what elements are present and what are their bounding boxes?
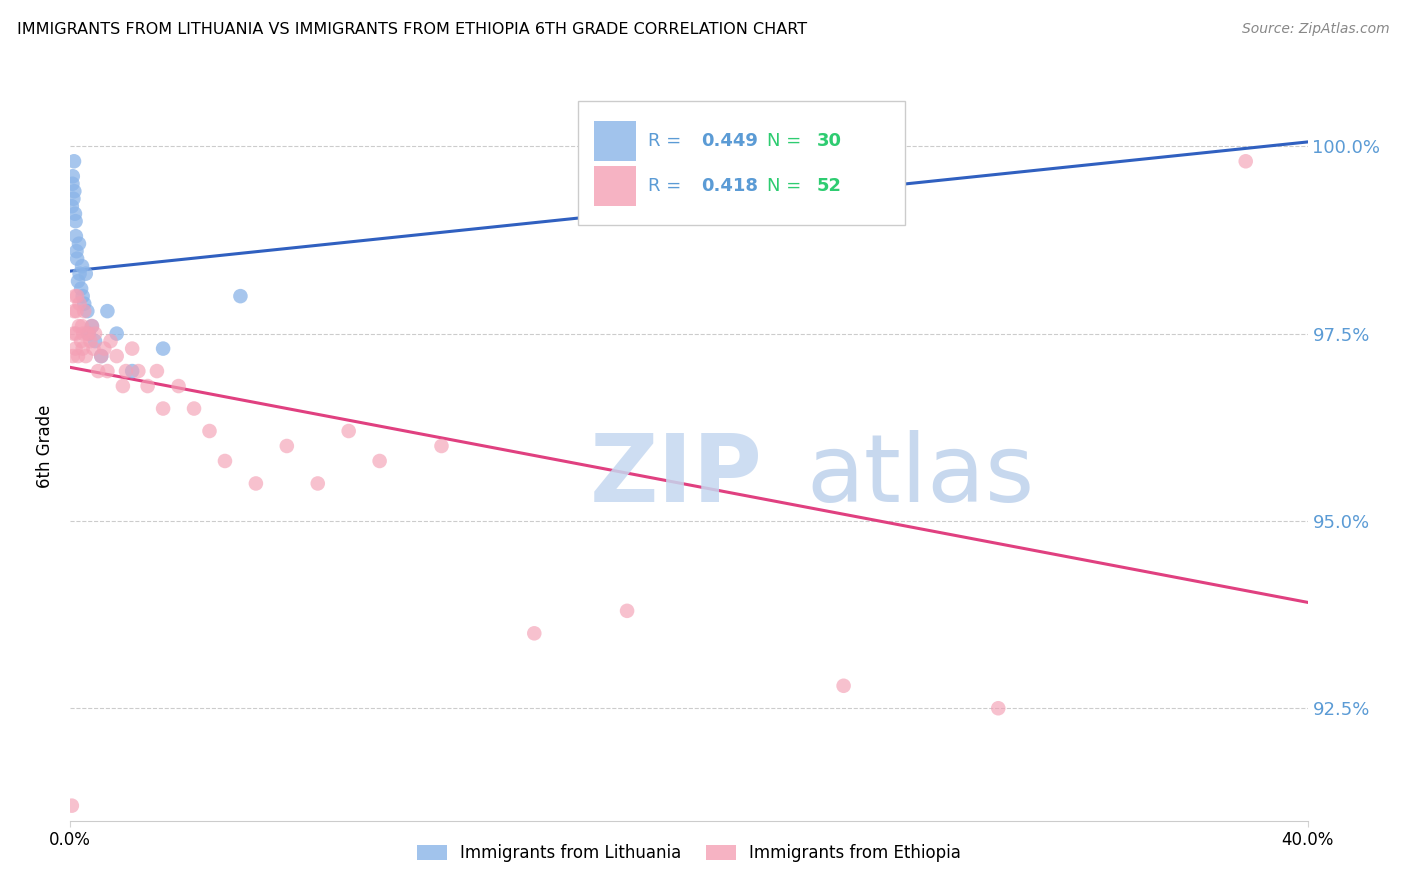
Point [63, 154, 86, 169]
Point [136, 379, 159, 393]
Point [72, 342, 94, 356]
Text: atlas: atlas [807, 430, 1035, 522]
Point [67, 319, 90, 334]
Point [276, 439, 298, 453]
Point [63, 304, 86, 318]
Text: IMMIGRANTS FROM LITHUANIA VS IMMIGRANTS FROM ETHIOPIA 6TH GRADE CORRELATION CHAR: IMMIGRANTS FROM LITHUANIA VS IMMIGRANTS … [17, 22, 807, 37]
Point [65, 229, 87, 244]
Point [167, 379, 190, 393]
Point [307, 476, 329, 491]
Point [60, 798, 83, 813]
Y-axis label: 6th Grade: 6th Grade [37, 404, 55, 488]
Point [69, 267, 91, 281]
Point [66, 289, 89, 303]
Point [79, 334, 101, 348]
Point [245, 476, 267, 491]
Point [60, 199, 83, 213]
Legend: Immigrants from Lithuania, Immigrants from Ethiopia: Immigrants from Lithuania, Immigrants fr… [411, 838, 967, 869]
Text: R =: R = [648, 132, 688, 150]
Point [229, 289, 252, 303]
Point [65, 342, 87, 356]
Text: 0.418: 0.418 [702, 177, 758, 195]
Point [100, 334, 122, 348]
Text: 0.449: 0.449 [702, 132, 758, 150]
FancyBboxPatch shape [593, 166, 636, 206]
Point [430, 439, 453, 453]
Point [198, 424, 221, 438]
Point [111, 379, 134, 393]
Point [96, 364, 118, 378]
Point [987, 701, 1010, 715]
Point [72, 289, 94, 303]
Point [105, 349, 128, 363]
Point [77, 326, 100, 341]
Point [72, 326, 94, 341]
Point [600, 146, 623, 161]
Point [65, 304, 87, 318]
Point [62, 349, 84, 363]
Text: N =: N = [766, 177, 807, 195]
Point [121, 342, 143, 356]
Point [62, 326, 84, 341]
Point [70, 334, 93, 348]
Text: N =: N = [766, 132, 807, 150]
Point [368, 454, 391, 468]
Point [183, 401, 205, 416]
Point [63, 184, 86, 198]
Point [73, 304, 96, 318]
Point [63, 207, 86, 221]
Text: R =: R = [648, 177, 688, 195]
Point [70, 282, 93, 296]
Text: 52: 52 [817, 177, 841, 195]
Text: ZIP: ZIP [591, 430, 763, 522]
Point [84, 326, 107, 341]
Point [76, 304, 98, 318]
Point [62, 192, 84, 206]
Point [152, 401, 174, 416]
Point [832, 679, 855, 693]
Point [115, 364, 138, 378]
Point [523, 626, 546, 640]
FancyBboxPatch shape [578, 102, 905, 225]
Point [67, 236, 90, 251]
Point [93, 342, 115, 356]
Point [77, 326, 100, 341]
Point [73, 296, 96, 310]
Point [90, 349, 112, 363]
Point [96, 304, 118, 318]
Point [67, 274, 90, 288]
Point [66, 252, 89, 266]
Point [127, 364, 149, 378]
Point [1234, 154, 1257, 169]
Point [67, 349, 90, 363]
Point [146, 364, 169, 378]
Point [62, 177, 84, 191]
Point [84, 334, 107, 348]
Point [105, 326, 128, 341]
Point [214, 454, 236, 468]
Point [82, 342, 105, 356]
Point [76, 326, 98, 341]
Point [70, 259, 93, 273]
Point [63, 289, 86, 303]
Point [90, 349, 112, 363]
Point [75, 267, 97, 281]
Point [616, 604, 638, 618]
Point [65, 244, 87, 259]
Point [80, 319, 103, 334]
Point [152, 342, 174, 356]
Point [80, 319, 103, 334]
Point [65, 214, 87, 228]
Point [65, 326, 87, 341]
Point [69, 296, 91, 310]
Point [337, 424, 360, 438]
FancyBboxPatch shape [593, 120, 636, 161]
Point [75, 349, 97, 363]
Point [70, 319, 93, 334]
Point [121, 364, 143, 378]
Text: Source: ZipAtlas.com: Source: ZipAtlas.com [1241, 22, 1389, 37]
Point [62, 169, 84, 184]
Point [87, 364, 110, 378]
Text: 30: 30 [817, 132, 841, 150]
